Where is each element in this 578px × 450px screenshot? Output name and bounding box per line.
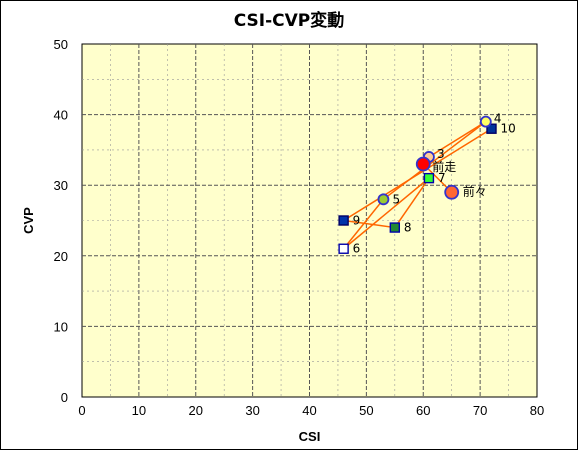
path-segment bbox=[343, 177, 430, 250]
path-segment bbox=[343, 128, 492, 222]
x-tick-label: 20 bbox=[189, 403, 203, 418]
data-markers bbox=[338, 115, 497, 254]
point-label: 6 bbox=[353, 242, 361, 256]
x-tick-label: 50 bbox=[359, 403, 373, 418]
point-label: 7 bbox=[438, 171, 446, 185]
point-label: 3 bbox=[437, 147, 445, 161]
x-tick-label: 80 bbox=[530, 403, 544, 418]
y-axis-title: CVP bbox=[21, 207, 36, 234]
point-label: 9 bbox=[353, 214, 361, 228]
point-label: 前々 bbox=[463, 183, 487, 198]
data-point-5 bbox=[377, 193, 390, 206]
x-tick-label: 70 bbox=[473, 403, 487, 418]
path-segment bbox=[343, 219, 395, 229]
tick-labels: 0 10 20 30 40 50 60 70 80 0 10 20 30 40 50 bbox=[54, 37, 545, 418]
x-tick-label: 10 bbox=[132, 403, 146, 418]
data-point-7 bbox=[423, 172, 435, 184]
y-tick-label: 0 bbox=[61, 390, 68, 405]
x-tick-label: 0 bbox=[78, 403, 85, 418]
data-point-8 bbox=[389, 222, 401, 233]
y-tick-label: 20 bbox=[54, 249, 68, 264]
path-lines bbox=[343, 121, 492, 250]
path-segment bbox=[382, 121, 487, 200]
data-point-4 bbox=[479, 115, 492, 128]
x-tick-label: 30 bbox=[245, 403, 259, 418]
data-point-9 bbox=[338, 215, 349, 226]
path-segment bbox=[343, 198, 385, 250]
x-tick-label: 60 bbox=[416, 403, 430, 418]
point-label: 5 bbox=[392, 192, 400, 206]
data-point-前々 bbox=[444, 184, 460, 200]
y-tick-label: 30 bbox=[54, 178, 68, 193]
chart-title: CSI-CVP変動 bbox=[233, 11, 345, 31]
point-label: 8 bbox=[404, 221, 412, 235]
y-tick-label: 40 bbox=[54, 108, 68, 123]
y-tick-label: 50 bbox=[54, 37, 68, 52]
point-label: 10 bbox=[501, 122, 516, 136]
x-axis-title: CSI bbox=[299, 429, 321, 444]
point-label: 前走 bbox=[432, 159, 456, 174]
data-point-6 bbox=[338, 243, 349, 254]
path-segment bbox=[394, 177, 430, 228]
data-point-前走 bbox=[415, 156, 431, 172]
y-tick-label: 10 bbox=[54, 319, 68, 334]
path-segment bbox=[428, 121, 487, 158]
x-tick-label: 40 bbox=[302, 403, 316, 418]
data-point-10 bbox=[486, 123, 497, 134]
grid-lines bbox=[82, 44, 537, 397]
point-label: 4 bbox=[494, 112, 502, 126]
